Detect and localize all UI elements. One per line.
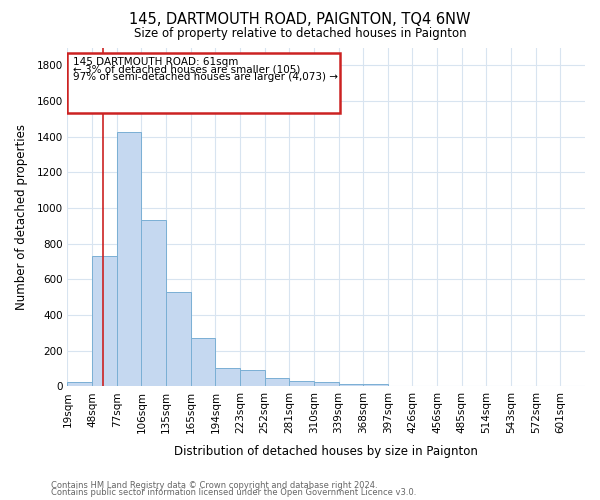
Bar [67,53,340,114]
Bar [117,132,142,386]
Y-axis label: Number of detached properties: Number of detached properties [15,124,28,310]
Bar [314,382,338,386]
Bar [363,384,388,386]
Bar [215,368,240,386]
Bar [240,370,265,386]
Bar [265,378,289,386]
X-axis label: Distribution of detached houses by size in Paignton: Distribution of detached houses by size … [174,444,478,458]
Text: ← 3% of detached houses are smaller (105): ← 3% of detached houses are smaller (105… [73,64,300,74]
Text: Size of property relative to detached houses in Paignton: Size of property relative to detached ho… [134,28,466,40]
Bar [142,220,166,386]
Text: 145 DARTMOUTH ROAD: 61sqm: 145 DARTMOUTH ROAD: 61sqm [73,57,238,67]
Bar [166,292,191,386]
Bar [289,380,314,386]
Text: Contains public sector information licensed under the Open Government Licence v3: Contains public sector information licen… [51,488,416,497]
Text: 145, DARTMOUTH ROAD, PAIGNTON, TQ4 6NW: 145, DARTMOUTH ROAD, PAIGNTON, TQ4 6NW [129,12,471,28]
Text: 97% of semi-detached houses are larger (4,073) →: 97% of semi-detached houses are larger (… [73,72,338,82]
Bar [191,338,215,386]
Bar [67,382,92,386]
Bar [338,384,363,386]
Text: Contains HM Land Registry data © Crown copyright and database right 2024.: Contains HM Land Registry data © Crown c… [51,481,377,490]
Bar [92,256,117,386]
